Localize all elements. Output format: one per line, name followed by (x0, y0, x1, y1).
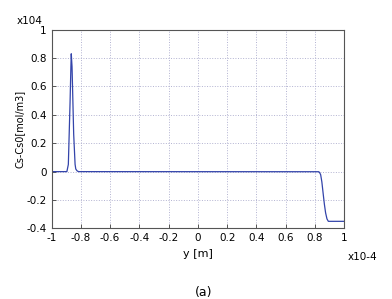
X-axis label: y [m]: y [m] (183, 249, 213, 259)
Text: (a): (a) (195, 286, 212, 299)
Y-axis label: Cs-Cs0[mol/m3]: Cs-Cs0[mol/m3] (15, 90, 25, 168)
Text: x104: x104 (16, 16, 42, 26)
Text: x10-4: x10-4 (347, 252, 377, 262)
